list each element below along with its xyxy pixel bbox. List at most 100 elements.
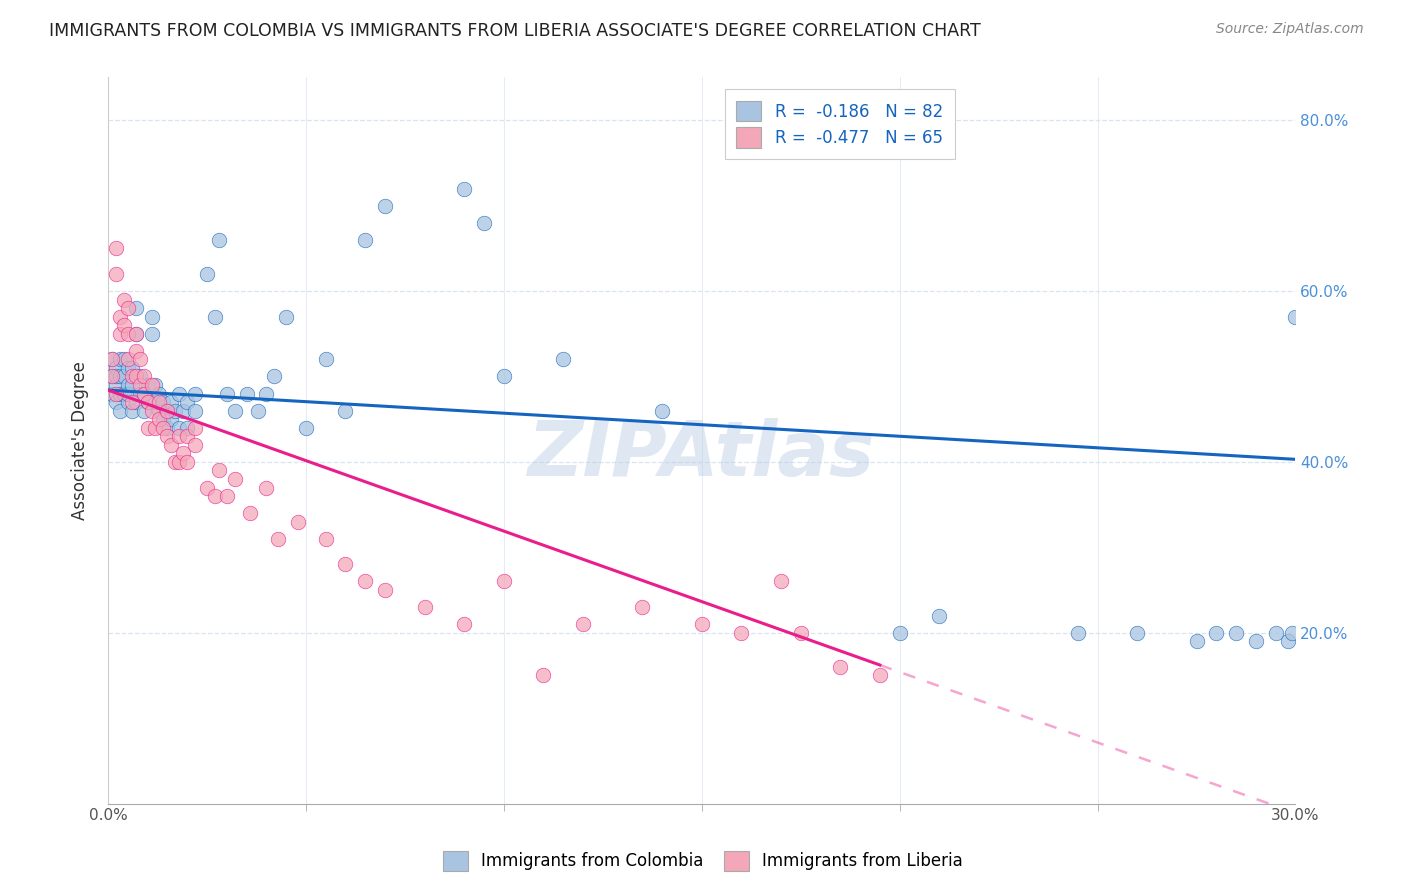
Point (413, 600, 436, 615)
Point (128, 378, 150, 392)
Point (492, 574, 515, 589)
Point (354, 574, 377, 589)
Point (117, 395, 139, 409)
Point (156, 421, 179, 435)
Point (108, 326, 131, 341)
Point (172, 446, 194, 460)
Point (167, 386, 190, 401)
Point (287, 515, 309, 529)
Point (215, 489, 238, 503)
Point (769, 574, 792, 589)
Point (165, 455, 187, 469)
Point (148, 386, 170, 401)
Point (108, 386, 131, 401)
Point (254, 386, 277, 401)
Point (335, 403, 357, 417)
Point (136, 421, 159, 435)
Point (136, 395, 159, 409)
Point (117, 301, 139, 315)
Point (108, 352, 131, 367)
Point (730, 625, 752, 640)
Text: ZIPAtlas: ZIPAtlas (529, 418, 876, 492)
Y-axis label: Associate's Degree: Associate's Degree (72, 361, 89, 520)
Point (195, 267, 218, 281)
Point (531, 668, 554, 682)
Point (167, 421, 190, 435)
Point (224, 472, 246, 486)
Point (145, 395, 167, 409)
Point (148, 412, 170, 426)
Point (492, 369, 515, 384)
Point (1126, 625, 1149, 640)
Point (208, 233, 231, 247)
Point (108, 310, 131, 324)
Point (101, 352, 124, 367)
Legend: R =  -0.186   N = 82, R =  -0.477   N = 65: R = -0.186 N = 82, R = -0.477 N = 65 (724, 89, 955, 160)
Point (112, 293, 135, 307)
Point (184, 438, 207, 452)
Point (1277, 634, 1299, 648)
Point (125, 326, 148, 341)
Point (1244, 634, 1267, 648)
Point (125, 326, 148, 341)
Point (132, 403, 155, 417)
Point (117, 360, 139, 375)
Point (1264, 625, 1286, 640)
Point (117, 326, 139, 341)
Point (631, 600, 654, 615)
Point (148, 403, 170, 417)
Point (789, 625, 811, 640)
Point (156, 403, 179, 417)
Point (889, 625, 911, 640)
Point (156, 403, 179, 417)
Point (690, 617, 713, 632)
Point (125, 369, 148, 384)
Point (108, 403, 131, 417)
Point (101, 369, 124, 384)
Point (141, 310, 163, 324)
Text: IMMIGRANTS FROM COLOMBIA VS IMMIGRANTS FROM LIBERIA ASSOCIATE'S DEGREE CORRELATI: IMMIGRANTS FROM COLOMBIA VS IMMIGRANTS F… (49, 22, 981, 40)
Point (247, 403, 270, 417)
Point (160, 438, 183, 452)
Point (112, 318, 135, 333)
Point (104, 369, 127, 384)
Point (263, 369, 285, 384)
Point (112, 386, 135, 401)
Point (374, 582, 396, 597)
Point (1185, 634, 1208, 648)
Point (354, 233, 377, 247)
Point (1284, 310, 1306, 324)
Point (224, 403, 246, 417)
Point (104, 386, 127, 401)
Point (204, 489, 226, 503)
Point (274, 310, 297, 324)
Point (176, 395, 198, 409)
Point (928, 608, 950, 623)
Point (1225, 625, 1247, 640)
Point (335, 558, 357, 572)
Point (374, 198, 396, 212)
Point (453, 617, 475, 632)
Point (156, 429, 179, 443)
Point (239, 506, 262, 520)
Point (104, 360, 127, 375)
Point (172, 403, 194, 417)
Point (125, 301, 148, 315)
Point (141, 326, 163, 341)
Point (125, 343, 148, 358)
Point (208, 463, 231, 477)
Point (184, 386, 207, 401)
Point (117, 386, 139, 401)
Point (235, 386, 257, 401)
Point (112, 352, 135, 367)
Point (1281, 625, 1303, 640)
Point (295, 421, 318, 435)
Point (152, 395, 174, 409)
Point (145, 421, 167, 435)
Point (176, 455, 198, 469)
Point (453, 181, 475, 195)
Point (104, 378, 127, 392)
Point (315, 532, 337, 546)
Point (152, 421, 174, 435)
Point (132, 386, 155, 401)
